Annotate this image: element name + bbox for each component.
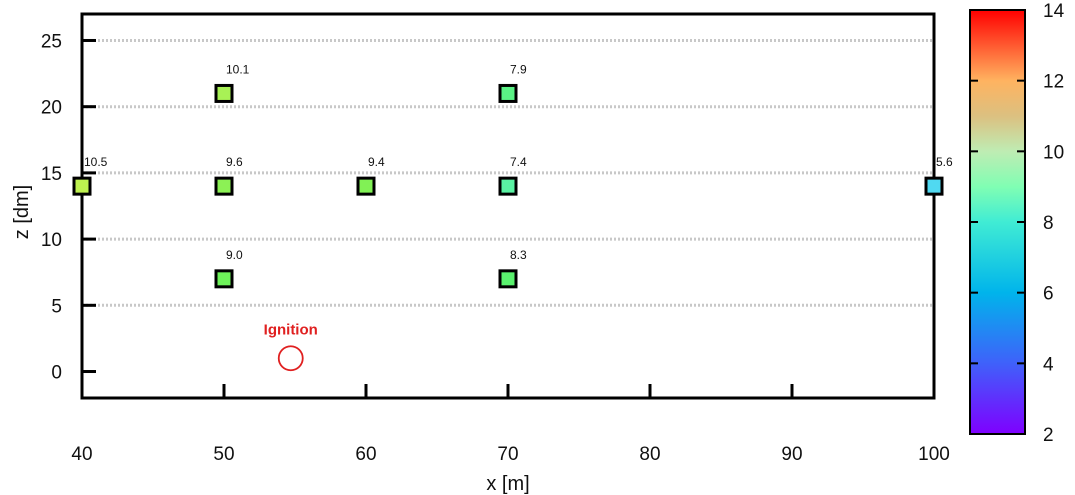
colorbar-tick-label-8: 8 (1043, 213, 1054, 234)
data-markers: 10.5 10.1 9.6 9.0 9.4 7.9 7.4 8.3 5.6 (72, 62, 953, 289)
y-tick-label-0: 0 (51, 363, 62, 384)
data-label-3: 9.0 (226, 248, 243, 262)
colorbar-tick-label-12: 12 (1043, 72, 1064, 93)
colorbar-ticks: 2 4 6 8 10 12 14 (970, 1, 1065, 446)
data-marker-5 (498, 83, 518, 103)
y-tick-label-20: 20 (41, 98, 62, 119)
data-label-1: 10.1 (226, 62, 250, 76)
colorbar-tick-label-4: 4 (1043, 354, 1054, 375)
x-tick-label-60: 60 (355, 444, 376, 465)
data-label-5: 7.9 (510, 62, 527, 76)
colorbar-tick-label-2: 2 (1043, 425, 1054, 446)
x-tick-label-40: 40 (71, 444, 92, 465)
data-label-6: 7.4 (510, 155, 527, 169)
data-marker-3 (214, 269, 234, 289)
data-label-0: 10.5 (84, 155, 108, 169)
colorbar: 2 4 6 8 10 12 14 (969, 1, 1065, 446)
data-label-4: 9.4 (368, 155, 385, 169)
ignition-label: Ignition (264, 321, 318, 338)
data-marker-8 (924, 176, 944, 196)
data-label-7: 8.3 (510, 248, 527, 262)
data-marker-6 (498, 176, 518, 196)
x-tick-label-80: 80 (639, 444, 660, 465)
data-label-8: 5.6 (936, 155, 953, 169)
y-tick-label-5: 5 (51, 296, 62, 317)
y-tick-label-25: 25 (41, 31, 62, 52)
axis-ticks: 0 5 10 15 20 25 40 50 60 70 80 90 100 (41, 31, 950, 465)
colorbar-tick-label-10: 10 (1043, 142, 1064, 163)
x-tick-label-90: 90 (781, 444, 802, 465)
x-tick-label-70: 70 (497, 444, 518, 465)
data-marker-0 (72, 176, 92, 196)
annotation-layer: Ignition (264, 321, 318, 372)
y-tick-label-15: 15 (41, 164, 62, 185)
data-marker-2 (214, 176, 234, 196)
y-axis-label: z [dm] (11, 185, 33, 239)
x-tick-label-50: 50 (213, 444, 234, 465)
plot-area-frame (80, 12, 936, 400)
y-tick-label-10: 10 (41, 230, 62, 251)
data-marker-4 (356, 176, 376, 196)
grid-lines (82, 38, 934, 307)
data-marker-1 (214, 83, 234, 103)
colorbar-tick-label-6: 6 (1043, 284, 1054, 305)
data-marker-7 (498, 269, 518, 289)
x-axis-label: x [m] (486, 473, 529, 495)
data-label-2: 9.6 (226, 155, 243, 169)
x-tick-label-100: 100 (918, 444, 950, 465)
colorbar-tick-label-14: 14 (1043, 1, 1065, 22)
colorbar-gradient (969, 9, 1026, 435)
ignition-marker (277, 345, 304, 372)
